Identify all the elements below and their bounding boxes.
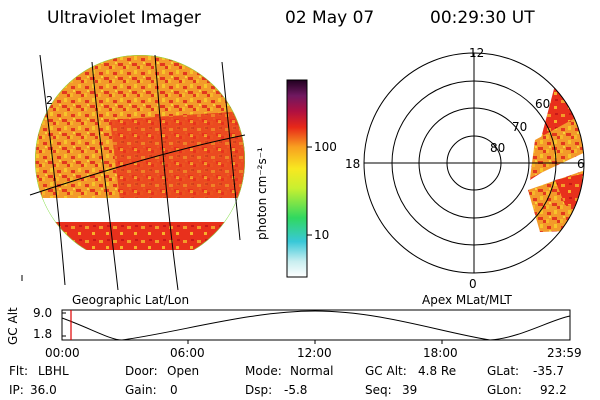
colorbar-unit-label: photon cm⁻²s⁻¹ bbox=[255, 147, 269, 240]
colorbar-tick-10: 10 bbox=[314, 228, 330, 242]
info-gcalt-key: GC Alt: bbox=[365, 364, 407, 378]
info-dsp-key: Dsp: bbox=[245, 383, 273, 397]
mlt-label-18: 18 bbox=[345, 157, 361, 171]
altitude-ytick-high: 9.0 bbox=[33, 306, 53, 320]
svg-text:2: 2 bbox=[46, 94, 53, 107]
info-flt-key: Flt: bbox=[9, 364, 28, 378]
colorbar-tick-100: 100 bbox=[314, 140, 337, 154]
altitude-plot bbox=[61, 309, 571, 344]
apex-caption: Apex MLat/MLT bbox=[422, 293, 512, 307]
mlat-label-60: 60 bbox=[535, 97, 551, 111]
altitude-xtick-1200: 12:00 bbox=[297, 346, 332, 360]
mlt-label-0: 0 bbox=[469, 277, 477, 291]
info-seq-key: Seq: bbox=[365, 383, 392, 397]
info-ip-val: 36.0 bbox=[30, 383, 57, 397]
info-ip-key: IP: bbox=[9, 383, 24, 397]
info-door-val: Open bbox=[167, 364, 200, 378]
info-gain-val: 0 bbox=[170, 383, 178, 397]
altitude-xtick-0000: 00:00 bbox=[45, 346, 80, 360]
info-gain-key: Gain: bbox=[125, 383, 157, 397]
info-flt-val: LBHL bbox=[38, 364, 69, 378]
altitude-xtick-0600: 06:00 bbox=[170, 346, 205, 360]
altitude-xtick-1800: 18:00 bbox=[423, 346, 458, 360]
info-glon-val: 92.2 bbox=[540, 383, 567, 397]
info-seq-val: 39 bbox=[402, 383, 418, 397]
info-glon-key: GLon: bbox=[487, 383, 522, 397]
altitude-xtick-2359: 23:59 bbox=[547, 346, 582, 360]
polar-plot bbox=[363, 52, 585, 274]
info-mode-key: Mode: bbox=[245, 364, 282, 378]
mlat-label-70: 70 bbox=[512, 120, 528, 134]
time-label: 00:29:30 UT bbox=[430, 8, 535, 28]
info-door-key: Door: bbox=[125, 364, 158, 378]
date-label: 02 May 07 bbox=[285, 8, 375, 28]
info-dsp-val: -5.8 bbox=[284, 383, 308, 397]
info-glat-key: GLat: bbox=[487, 364, 520, 378]
colorbar bbox=[286, 79, 312, 278]
app-title: Ultraviolet Imager bbox=[47, 8, 201, 28]
geographic-caption: Geographic Lat/Lon bbox=[72, 293, 190, 307]
uv-image-geographic: 2 bbox=[20, 54, 260, 291]
info-glat-val: -35.7 bbox=[533, 364, 565, 378]
mlt-label-12: 12 bbox=[469, 46, 485, 60]
altitude-ylabel: GC Alt bbox=[6, 307, 20, 345]
mlat-label-80: 80 bbox=[490, 141, 506, 155]
info-gcalt-val: 4.8 Re bbox=[418, 364, 457, 378]
info-mode-val: Normal bbox=[290, 364, 334, 378]
altitude-ytick-low: 1.8 bbox=[33, 327, 53, 341]
mlt-label-6: 6 bbox=[577, 157, 585, 171]
